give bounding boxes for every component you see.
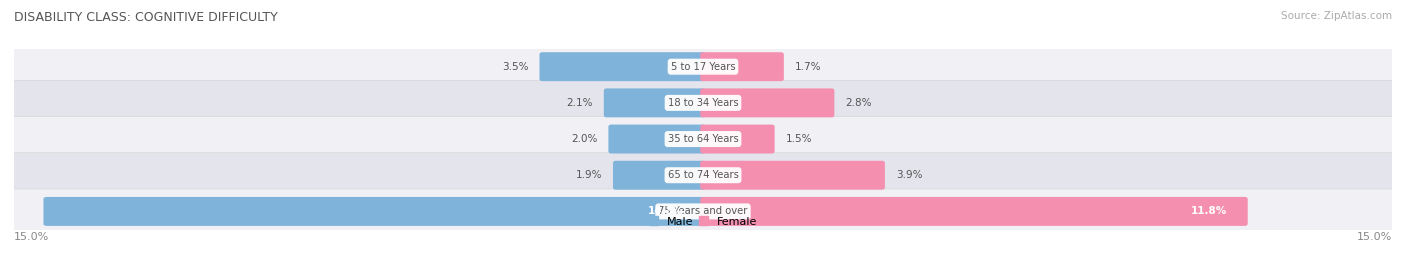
Text: 2.8%: 2.8%	[845, 98, 872, 108]
FancyBboxPatch shape	[700, 88, 834, 117]
FancyBboxPatch shape	[700, 161, 884, 190]
Text: 65 to 74 Years: 65 to 74 Years	[668, 170, 738, 180]
FancyBboxPatch shape	[609, 124, 706, 154]
Text: Source: ZipAtlas.com: Source: ZipAtlas.com	[1281, 11, 1392, 21]
FancyBboxPatch shape	[0, 44, 1406, 89]
Text: 18 to 34 Years: 18 to 34 Years	[668, 98, 738, 108]
Text: 15.0%: 15.0%	[1357, 232, 1392, 242]
Text: 3.9%: 3.9%	[896, 170, 922, 180]
FancyBboxPatch shape	[603, 88, 706, 117]
Text: 1.7%: 1.7%	[794, 62, 821, 72]
Text: 1.9%: 1.9%	[575, 170, 602, 180]
FancyBboxPatch shape	[700, 197, 1247, 226]
FancyBboxPatch shape	[700, 124, 775, 154]
Text: 15.0%: 15.0%	[14, 232, 49, 242]
Text: 75 Years and over: 75 Years and over	[658, 206, 748, 217]
Text: 35 to 64 Years: 35 to 64 Years	[668, 134, 738, 144]
Text: 11.8%: 11.8%	[1191, 206, 1226, 217]
Text: 2.1%: 2.1%	[567, 98, 593, 108]
Legend: Male, Female: Male, Female	[644, 212, 762, 231]
FancyBboxPatch shape	[0, 189, 1406, 234]
Text: 3.5%: 3.5%	[502, 62, 529, 72]
Text: 1.5%: 1.5%	[786, 134, 813, 144]
FancyBboxPatch shape	[700, 52, 783, 81]
FancyBboxPatch shape	[613, 161, 706, 190]
Text: 14.3%: 14.3%	[648, 206, 685, 217]
FancyBboxPatch shape	[0, 117, 1406, 161]
Text: DISABILITY CLASS: COGNITIVE DIFFICULTY: DISABILITY CLASS: COGNITIVE DIFFICULTY	[14, 11, 278, 24]
FancyBboxPatch shape	[540, 52, 706, 81]
FancyBboxPatch shape	[44, 197, 706, 226]
FancyBboxPatch shape	[0, 153, 1406, 198]
Text: 2.0%: 2.0%	[571, 134, 598, 144]
FancyBboxPatch shape	[0, 80, 1406, 125]
Text: 5 to 17 Years: 5 to 17 Years	[671, 62, 735, 72]
